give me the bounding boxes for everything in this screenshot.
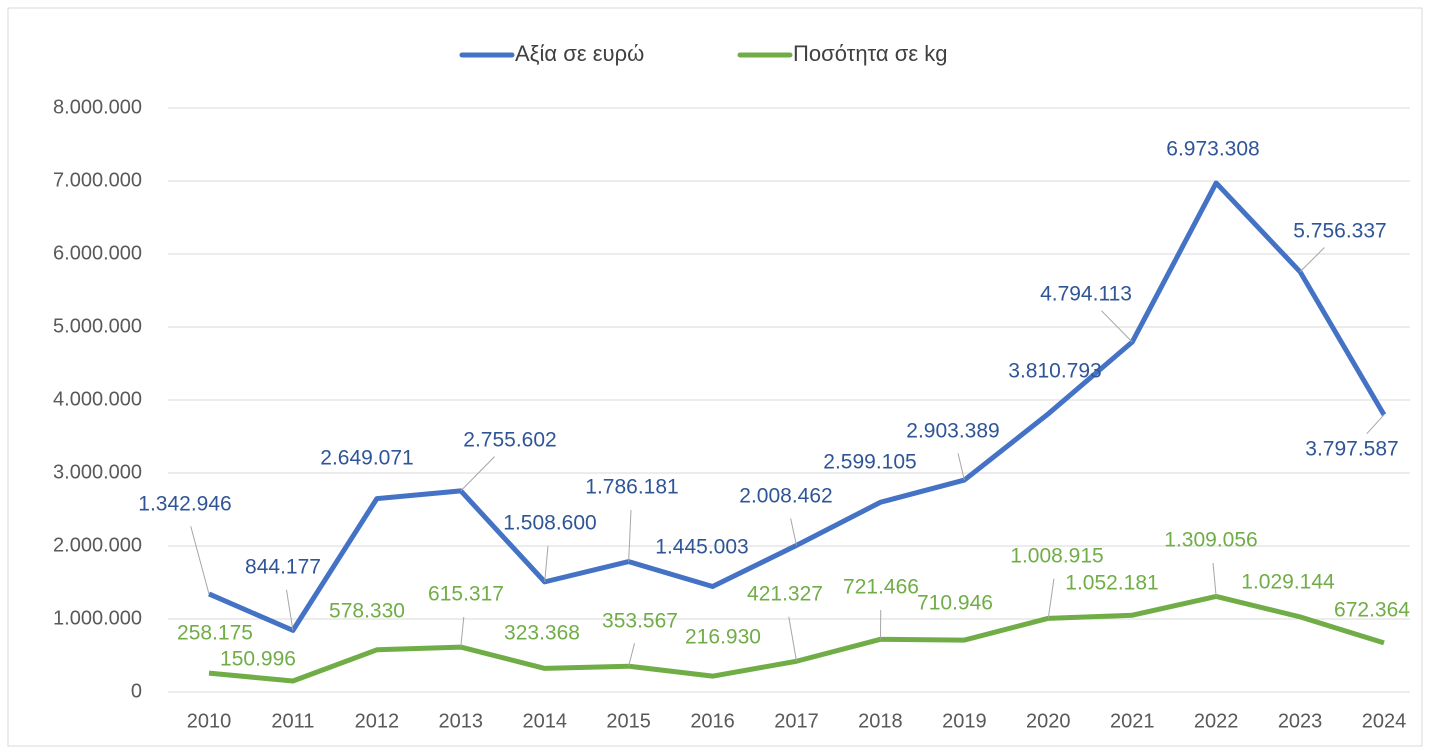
y-tick-label: 3.000.000 bbox=[53, 461, 142, 483]
leader-line bbox=[628, 643, 636, 667]
data-label: 4.794.113 bbox=[1040, 283, 1132, 306]
x-tick-label: 2015 bbox=[606, 710, 651, 732]
x-tick-label: 2019 bbox=[942, 710, 987, 732]
data-label: 1.052.181 bbox=[1065, 572, 1158, 595]
y-tick-label: 8.000.000 bbox=[53, 96, 142, 118]
y-tick-label: 7.000.000 bbox=[53, 169, 142, 191]
data-label: 1.445.003 bbox=[655, 536, 748, 559]
x-tick-label: 2024 bbox=[1362, 710, 1407, 732]
data-label: 615.317 bbox=[428, 583, 504, 606]
y-tick-label: 1.000.000 bbox=[53, 607, 142, 629]
data-label: 710.946 bbox=[917, 592, 993, 615]
data-label: 5.756.337 bbox=[1293, 220, 1386, 243]
data-label: 1.342.946 bbox=[138, 493, 231, 516]
leader-line bbox=[544, 545, 549, 582]
leader-line bbox=[460, 616, 465, 648]
data-label: 2.903.389 bbox=[906, 420, 999, 443]
data-label: 1.309.056 bbox=[1164, 529, 1257, 552]
legend-label: Αξία σε ευρώ bbox=[515, 41, 644, 66]
x-tick-label: 2023 bbox=[1278, 710, 1323, 732]
data-label: 578.330 bbox=[329, 600, 405, 623]
leader-line bbox=[460, 456, 495, 492]
data-label: 1.786.181 bbox=[585, 476, 678, 499]
data-label: 1.508.600 bbox=[503, 512, 596, 535]
x-tick-label: 2021 bbox=[1110, 710, 1155, 732]
data-label: 353.567 bbox=[602, 610, 678, 633]
x-tick-label: 2017 bbox=[774, 710, 819, 732]
x-tick-label: 2012 bbox=[355, 710, 400, 732]
data-label: 258.175 bbox=[177, 622, 253, 645]
leader-line bbox=[1212, 562, 1217, 597]
legend-label: Ποσότητα σε kg bbox=[793, 41, 948, 66]
leader-line bbox=[1047, 578, 1055, 619]
x-tick-label: 2018 bbox=[858, 710, 903, 732]
leader-line bbox=[1101, 310, 1133, 343]
data-label: 2.008.462 bbox=[739, 485, 832, 508]
leader-line bbox=[788, 616, 797, 662]
data-label: 1.008.915 bbox=[1010, 545, 1103, 568]
y-tick-label: 2.000.000 bbox=[53, 534, 142, 556]
leader-line bbox=[285, 589, 294, 631]
x-tick-label: 2010 bbox=[187, 710, 232, 732]
leader-line bbox=[1366, 414, 1385, 435]
leader-line bbox=[190, 526, 210, 595]
data-label: 216.930 bbox=[685, 626, 761, 649]
leader-line bbox=[628, 509, 632, 562]
chart-frame bbox=[7, 7, 1423, 747]
x-tick-label: 2016 bbox=[690, 710, 735, 732]
data-label: 1.029.144 bbox=[1241, 571, 1335, 594]
x-tick-label: 2014 bbox=[522, 710, 567, 732]
leader-line bbox=[1299, 247, 1325, 273]
data-label: 672.364 bbox=[1334, 599, 1410, 622]
data-label: 2.649.071 bbox=[320, 447, 413, 470]
x-tick-label: 2013 bbox=[439, 710, 484, 732]
data-label: 844.177 bbox=[245, 556, 321, 579]
y-tick-label: 4.000.000 bbox=[53, 388, 142, 410]
y-tick-label: 6.000.000 bbox=[53, 242, 142, 264]
data-label: 2.599.105 bbox=[823, 451, 916, 474]
data-label: 323.368 bbox=[504, 622, 580, 645]
x-tick-label: 2011 bbox=[271, 710, 314, 732]
data-label: 3.810.793 bbox=[1008, 360, 1101, 383]
data-label: 150.996 bbox=[220, 648, 296, 671]
y-tick-label: 0 bbox=[131, 680, 142, 702]
data-label: 3.797.587 bbox=[1305, 438, 1398, 461]
data-label: 721.466 bbox=[843, 576, 919, 599]
y-tick-label: 5.000.000 bbox=[53, 315, 142, 337]
data-label: 6.973.308 bbox=[1166, 138, 1259, 161]
x-tick-label: 2022 bbox=[1194, 710, 1239, 732]
x-tick-label: 2020 bbox=[1026, 710, 1071, 732]
data-label: 421.327 bbox=[747, 583, 823, 606]
data-label: 2.755.602 bbox=[463, 429, 556, 452]
leader-line bbox=[957, 453, 965, 481]
leader-line bbox=[790, 518, 797, 546]
